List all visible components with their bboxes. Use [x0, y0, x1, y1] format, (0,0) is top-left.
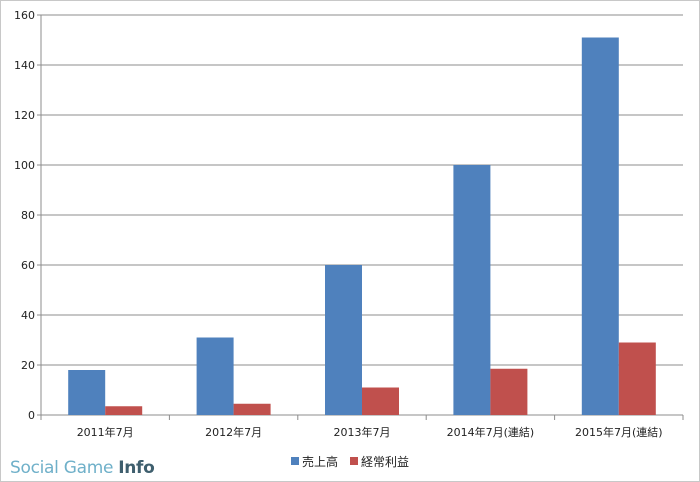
y-tick-label: 160 — [14, 9, 35, 22]
bar-ordinary-profit — [105, 406, 143, 415]
y-tick-label: 0 — [28, 409, 35, 422]
x-tick-label: 2012年7月 — [205, 425, 262, 439]
bar-ordinary-profit — [362, 387, 399, 415]
tick-labels: 0 20 40 60 80 100 120 140 160 2011年7月 2012年7月 2013年… — [14, 9, 663, 439]
bar-chart: 0 20 40 60 80 100 120 140 160 2011年7月 2012年7月 2013年… — [14, 9, 684, 439]
bar-sales — [68, 370, 106, 415]
y-tick-label: 80 — [21, 209, 35, 222]
y-tick-label: 100 — [14, 159, 35, 172]
y-tick-label: 20 — [21, 359, 35, 372]
watermark-logo: Social Game Info — [10, 458, 155, 478]
bar-ordinary-profit — [233, 403, 271, 415]
legend-swatch-sales — [290, 457, 299, 465]
legend: 売上高 経常利益 — [0, 452, 700, 470]
legend-label-sales: 売上高 — [301, 454, 338, 469]
bar-ordinary-profit — [490, 368, 528, 415]
y-tick-label: 60 — [21, 259, 35, 272]
y-tick-label: 40 — [21, 309, 35, 322]
bar-sales — [325, 265, 362, 415]
watermark-accent-text: Info — [118, 458, 155, 478]
bar-ordinary-profit — [618, 342, 656, 415]
x-tick-label: 2013年7月 — [334, 425, 391, 439]
bars — [68, 37, 656, 415]
legend-label-ordinary-profit: 経常利益 — [361, 454, 410, 469]
x-tick-label: 2015年7月(連結) — [575, 425, 663, 439]
legend-swatch-ordinary-profit — [350, 457, 358, 465]
grid-lines — [41, 14, 683, 366]
legend-item-sales: 売上高 — [290, 453, 338, 470]
bar-sales — [196, 337, 234, 415]
x-tick-label: 2014年7月(連結) — [447, 425, 535, 439]
bar-sales — [453, 165, 491, 415]
bar-sales — [581, 37, 619, 415]
y-tick-label: 120 — [14, 109, 35, 122]
y-tick-label: 140 — [14, 59, 35, 72]
watermark-main-text: Social Game — [10, 458, 119, 478]
x-tick-label: 2011年7月 — [77, 425, 134, 439]
legend-item-ordinary-profit: 経常利益 — [350, 453, 409, 470]
